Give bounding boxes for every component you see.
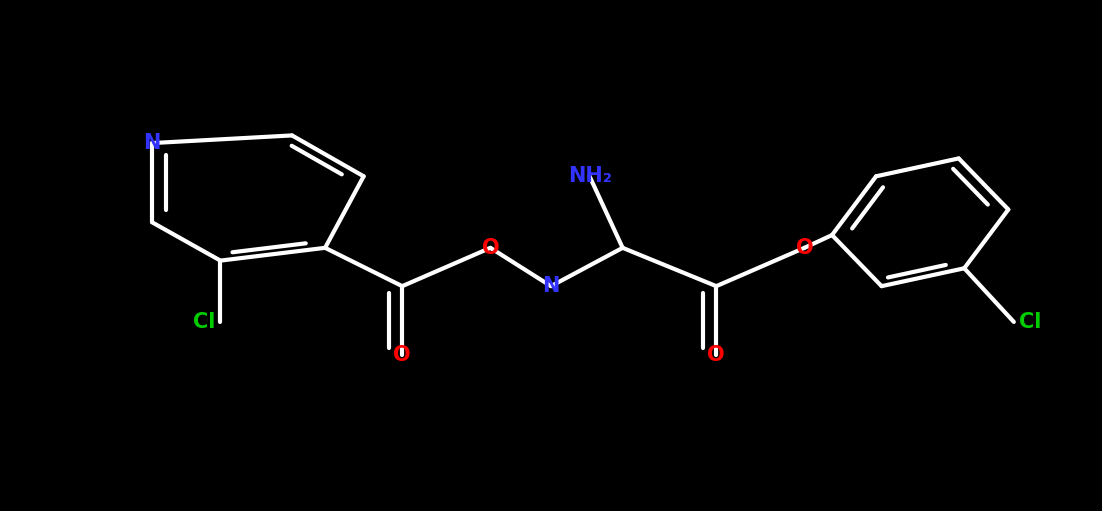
Text: N: N xyxy=(542,276,560,296)
Text: O: O xyxy=(393,345,411,365)
Text: O: O xyxy=(482,238,499,258)
Text: Cl: Cl xyxy=(1019,312,1041,332)
Text: NH₂: NH₂ xyxy=(568,166,612,187)
Text: O: O xyxy=(707,345,725,365)
Text: Cl: Cl xyxy=(193,312,215,332)
Text: N: N xyxy=(143,133,161,153)
Text: O: O xyxy=(796,238,813,258)
